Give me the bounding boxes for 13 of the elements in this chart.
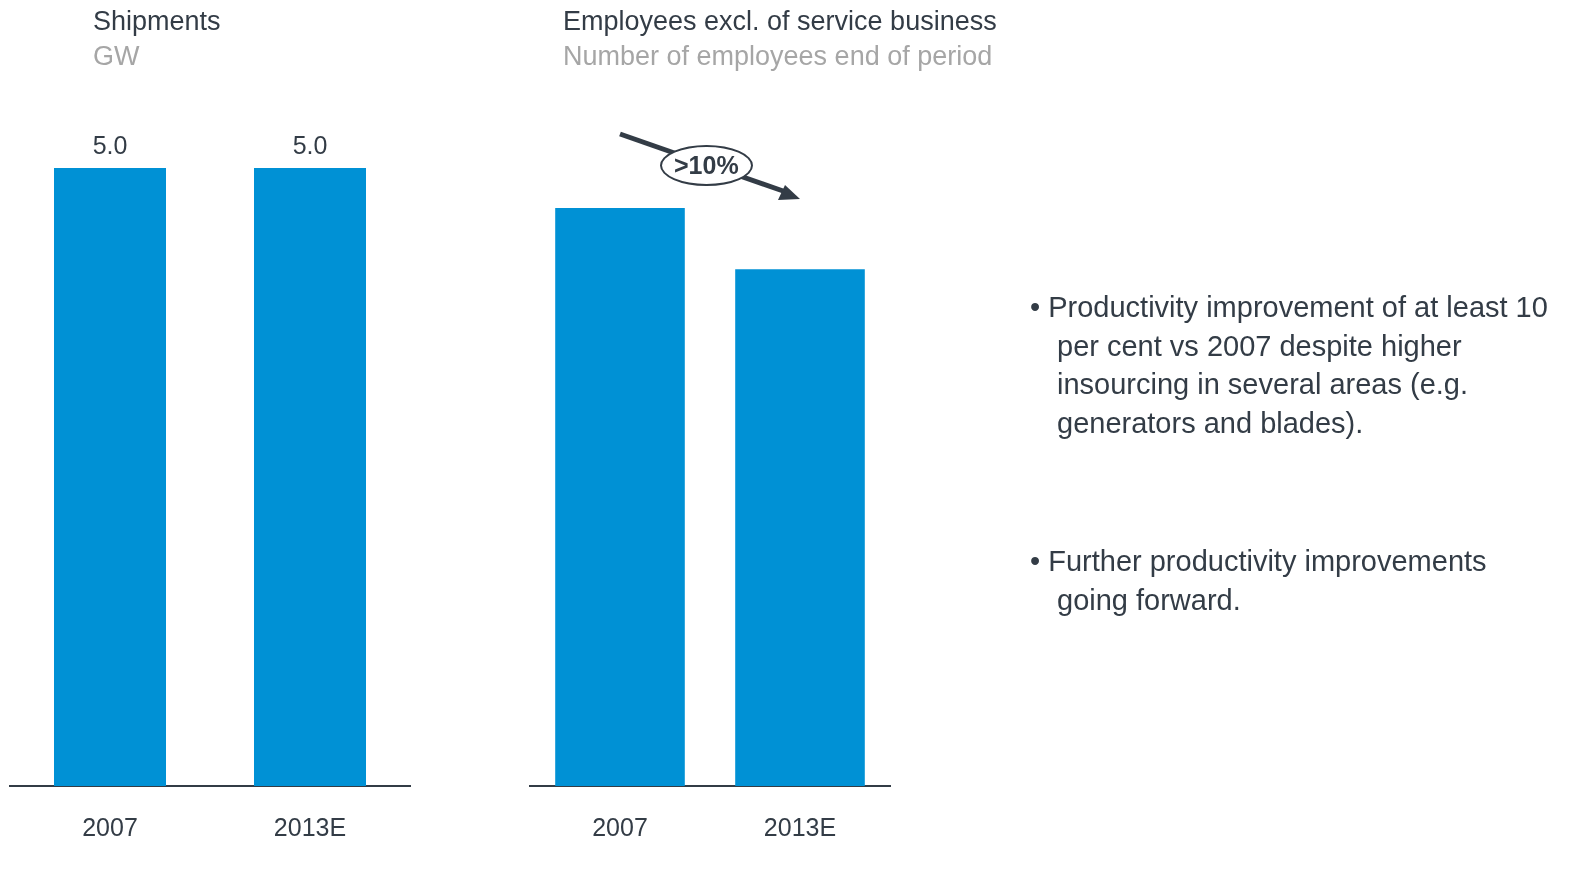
text: • Further productivity improvements going forward. — [1030, 544, 1488, 618]
x-tick-label: 2007 — [592, 812, 648, 841]
chart-title: Employees excl. of service business — [563, 6, 997, 37]
x-tick-label: 2007 — [82, 812, 138, 841]
text: >10% — [660, 145, 753, 186]
x-tick-label: 2013E — [273, 812, 347, 841]
data-label: 5.0 — [92, 131, 128, 160]
data-label: 5.0 — [292, 131, 328, 160]
chart-subtitle: GW — [93, 41, 140, 72]
text: • Productivity improvement of at least 10 per cent vs 2007 despite higher insourcing in several areas (e.g. generators and blades). — [1030, 290, 1549, 441]
x-tick-label: 2013E — [763, 812, 837, 841]
chart-subtitle: Number of employees end of period — [563, 41, 993, 72]
chart-title: Shipments — [93, 6, 221, 37]
